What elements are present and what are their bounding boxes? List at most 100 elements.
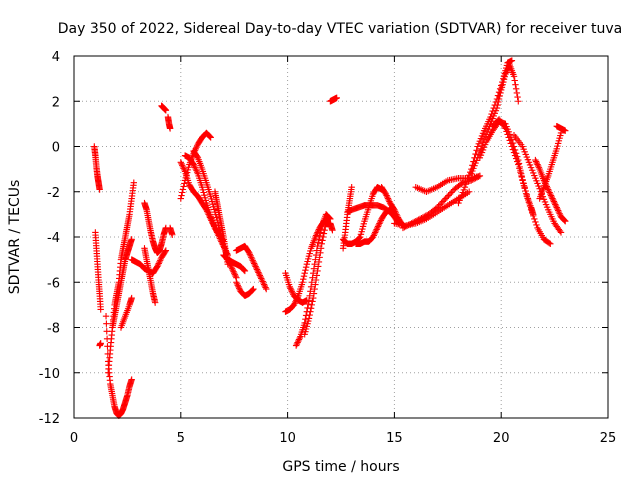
- y-tick-labels: -12 -10 -8 -6 -4 -2 0 2 4: [39, 50, 60, 427]
- data-point: [562, 127, 569, 134]
- series-track-25: [301, 220, 336, 338]
- data-point: [305, 315, 313, 322]
- data-point: [294, 294, 301, 301]
- data-point: [320, 230, 328, 237]
- data-point: [435, 202, 442, 210]
- data-point: [402, 223, 409, 230]
- data-point: [527, 206, 535, 214]
- data-point: [465, 188, 473, 195]
- data-point: [502, 125, 509, 132]
- data-point: [545, 187, 553, 195]
- data-point: [528, 209, 536, 217]
- data-point: [291, 300, 298, 307]
- data-point: [392, 209, 400, 217]
- data-point: [445, 192, 452, 199]
- data-point: [293, 295, 301, 303]
- data-point: [256, 272, 264, 279]
- y-tick-label: 0: [52, 141, 60, 156]
- data-point: [128, 294, 135, 302]
- data-point: [166, 125, 174, 132]
- data-point: [317, 229, 324, 236]
- data-point: [312, 251, 320, 259]
- data-point: [371, 229, 379, 236]
- data-point: [250, 285, 257, 293]
- data-point: [507, 140, 515, 147]
- data-point: [234, 282, 241, 289]
- series-track-13: [166, 224, 176, 238]
- data-point: [305, 297, 313, 304]
- data-point: [317, 225, 325, 233]
- data-point: [232, 273, 239, 280]
- x-axis-label: GPS time / hours: [282, 459, 399, 475]
- series-track-02: [92, 229, 104, 313]
- data-point: [383, 192, 390, 199]
- x-tick-label: 0: [70, 431, 78, 446]
- plot-frame: [73, 55, 609, 419]
- data-point: [306, 311, 313, 319]
- series-track-10: [141, 245, 159, 306]
- data-point: [252, 263, 259, 270]
- series-track-34: [412, 172, 484, 195]
- data-point: [448, 189, 455, 196]
- data-point: [551, 199, 558, 207]
- data-point: [441, 196, 448, 204]
- data-point: [401, 223, 408, 231]
- series-track-03: [96, 340, 104, 349]
- data-point: [191, 162, 198, 170]
- data-point: [128, 376, 135, 383]
- data-point: [415, 216, 422, 223]
- y-axis-label: SDTVAR / TECUs: [7, 180, 23, 295]
- data-point: [317, 249, 324, 257]
- data-point: [534, 161, 541, 168]
- series-track-09: [141, 199, 170, 257]
- data-point: [438, 199, 445, 207]
- data-point: [503, 128, 510, 135]
- data-point: [249, 257, 256, 264]
- data-point: [312, 281, 319, 288]
- data-points: [91, 57, 569, 419]
- data-point: [322, 223, 329, 231]
- series-track-19: [220, 251, 249, 275]
- data-point: [464, 174, 472, 182]
- data-point: [408, 220, 415, 227]
- data-point: [504, 131, 511, 138]
- data-point: [259, 278, 266, 285]
- data-point: [313, 247, 320, 254]
- data-point: [169, 231, 176, 238]
- data-point: [511, 77, 518, 84]
- data-point: [240, 266, 248, 274]
- data-point: [436, 201, 444, 208]
- x-tick-label: 20: [493, 431, 510, 446]
- data-point: [546, 239, 553, 247]
- data-point: [512, 81, 519, 88]
- data-point: [103, 328, 110, 335]
- data-point: [314, 267, 321, 275]
- data-point: [310, 290, 318, 297]
- data-point: [404, 222, 411, 229]
- data-point: [493, 104, 501, 112]
- data-point: [162, 107, 170, 114]
- data-point: [325, 214, 333, 221]
- y-tick-label: -4: [47, 231, 60, 246]
- data-point: [156, 257, 164, 264]
- data-point: [295, 336, 303, 343]
- data-point: [557, 229, 565, 236]
- y-tick-label: -6: [47, 276, 60, 291]
- data-point: [523, 191, 531, 198]
- data-point: [249, 286, 256, 293]
- data-point: [315, 263, 322, 270]
- data-point: [356, 234, 363, 241]
- data-point: [296, 334, 303, 342]
- series-track-11: [158, 102, 170, 114]
- data-point: [550, 198, 558, 205]
- data-point: [556, 210, 563, 217]
- data-point: [376, 218, 384, 226]
- x-tick-label: 10: [279, 431, 296, 446]
- data-point: [519, 176, 526, 183]
- data-point: [494, 101, 501, 109]
- data-point: [316, 254, 323, 261]
- data-point: [462, 181, 470, 188]
- data-point: [260, 279, 267, 287]
- data-point: [178, 160, 185, 168]
